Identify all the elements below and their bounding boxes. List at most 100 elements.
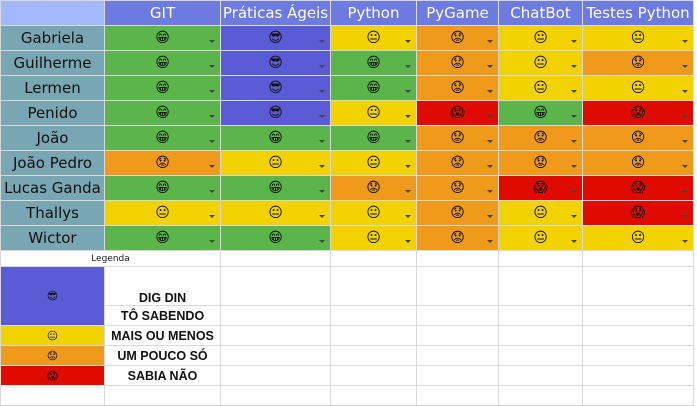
- empty-cell[interactable]: [416, 345, 499, 366]
- skill-cell[interactable]: 😁: [330, 75, 417, 101]
- skill-cell[interactable]: 😟: [416, 25, 499, 51]
- skill-cell[interactable]: 😐: [498, 200, 583, 226]
- skill-cell[interactable]: 😁: [498, 100, 583, 126]
- dropdown-caret-icon[interactable]: [571, 215, 577, 218]
- empty-cell[interactable]: [416, 305, 499, 326]
- skill-cell[interactable]: 😁: [220, 175, 331, 201]
- empty-cell[interactable]: [582, 250, 694, 267]
- dropdown-caret-icon[interactable]: [571, 65, 577, 68]
- dropdown-caret-icon[interactable]: [487, 140, 493, 143]
- column-header-chatbot[interactable]: ChatBot: [498, 0, 583, 26]
- dropdown-caret-icon[interactable]: [319, 65, 325, 68]
- empty-cell[interactable]: [220, 385, 331, 406]
- dropdown-caret-icon[interactable]: [319, 215, 325, 218]
- skill-cell[interactable]: 😟: [416, 50, 499, 76]
- skill-cell[interactable]: 😟: [104, 150, 221, 176]
- student-name-joao-pedro[interactable]: João Pedro: [0, 150, 105, 176]
- dropdown-caret-icon[interactable]: [487, 40, 493, 43]
- dropdown-caret-icon[interactable]: [319, 115, 325, 118]
- empty-cell[interactable]: [220, 325, 331, 346]
- empty-cell[interactable]: [498, 250, 583, 267]
- skill-cell[interactable]: 😱: [582, 200, 694, 226]
- student-name-lucas-ganda[interactable]: Lucas Ganda: [0, 175, 105, 201]
- dropdown-caret-icon[interactable]: [405, 90, 411, 93]
- skill-cell[interactable]: 😁: [330, 50, 417, 76]
- empty-cell[interactable]: [582, 305, 694, 326]
- skill-cell[interactable]: 😐: [104, 200, 221, 226]
- skill-cell[interactable]: 😐: [330, 100, 417, 126]
- empty-cell[interactable]: [582, 385, 694, 406]
- skill-cell[interactable]: 😐: [330, 200, 417, 226]
- dropdown-caret-icon[interactable]: [209, 115, 215, 118]
- skill-cell[interactable]: 😁: [104, 75, 221, 101]
- empty-cell[interactable]: [220, 250, 331, 267]
- empty-cell[interactable]: [582, 266, 694, 306]
- dropdown-caret-icon[interactable]: [319, 90, 325, 93]
- skill-cell[interactable]: 😁: [104, 25, 221, 51]
- dropdown-caret-icon[interactable]: [571, 115, 577, 118]
- dropdown-caret-icon[interactable]: [209, 190, 215, 193]
- dropdown-caret-icon[interactable]: [209, 215, 215, 218]
- legend-swatch-um-pouco-so[interactable]: 😟: [0, 345, 105, 366]
- dropdown-caret-icon[interactable]: [487, 165, 493, 168]
- empty-cell[interactable]: [220, 365, 331, 386]
- empty-cell[interactable]: [330, 266, 417, 306]
- dropdown-caret-icon[interactable]: [209, 40, 215, 43]
- empty-cell[interactable]: [582, 345, 694, 366]
- dropdown-caret-icon[interactable]: [682, 140, 688, 143]
- dropdown-caret-icon[interactable]: [682, 90, 688, 93]
- skill-cell[interactable]: 😟: [416, 175, 499, 201]
- skill-cell[interactable]: 😐: [498, 75, 583, 101]
- dropdown-caret-icon[interactable]: [319, 165, 325, 168]
- skill-cell[interactable]: 😟: [330, 175, 417, 201]
- empty-cell[interactable]: [330, 345, 417, 366]
- skill-cell[interactable]: 😟: [416, 75, 499, 101]
- empty-cell[interactable]: [330, 305, 417, 326]
- legend-swatch-cell[interactable]: [0, 385, 105, 406]
- empty-cell[interactable]: [582, 365, 694, 386]
- student-name-wictor[interactable]: Wictor: [0, 225, 105, 251]
- legend-label-um-pouco-so[interactable]: UM POUCO SÓ: [104, 345, 221, 366]
- legend-label-cell[interactable]: [104, 385, 221, 406]
- empty-cell[interactable]: [582, 325, 694, 346]
- skill-cell[interactable]: 😐: [330, 150, 417, 176]
- legend-label-mais-ou-menos[interactable]: MAIS OU MENOS: [104, 325, 221, 346]
- skill-cell[interactable]: 😎: [220, 75, 331, 101]
- empty-cell[interactable]: [416, 250, 499, 267]
- empty-cell[interactable]: [330, 325, 417, 346]
- empty-cell[interactable]: [220, 345, 331, 366]
- dropdown-caret-icon[interactable]: [319, 190, 325, 193]
- skill-cell[interactable]: 😐: [582, 225, 694, 251]
- empty-cell[interactable]: [416, 365, 499, 386]
- empty-cell[interactable]: [330, 365, 417, 386]
- dropdown-caret-icon[interactable]: [571, 90, 577, 93]
- dropdown-caret-icon[interactable]: [571, 190, 577, 193]
- empty-cell[interactable]: [498, 325, 583, 346]
- skill-cell[interactable]: 😱: [498, 175, 583, 201]
- skill-cell[interactable]: 😐: [330, 225, 417, 251]
- legend-label-sabia-nao[interactable]: SABIA NÃO: [104, 365, 221, 386]
- dropdown-caret-icon[interactable]: [405, 140, 411, 143]
- dropdown-caret-icon[interactable]: [405, 165, 411, 168]
- column-header-testes-python[interactable]: Testes Python: [582, 0, 694, 26]
- dropdown-caret-icon[interactable]: [209, 165, 215, 168]
- dropdown-caret-icon[interactable]: [682, 165, 688, 168]
- empty-cell[interactable]: [416, 266, 499, 306]
- dropdown-caret-icon[interactable]: [487, 65, 493, 68]
- dropdown-caret-icon[interactable]: [487, 215, 493, 218]
- skill-cell[interactable]: 😟: [416, 125, 499, 151]
- dropdown-caret-icon[interactable]: [319, 240, 325, 243]
- skill-cell[interactable]: 😐: [220, 150, 331, 176]
- empty-cell[interactable]: [330, 250, 417, 267]
- skill-cell[interactable]: 😐: [498, 50, 583, 76]
- skill-cell[interactable]: 😁: [220, 125, 331, 151]
- skill-cell[interactable]: 😐: [330, 25, 417, 51]
- empty-cell[interactable]: [220, 305, 331, 326]
- legend-swatch-sabia-nao[interactable]: 😱: [0, 365, 105, 386]
- dropdown-caret-icon[interactable]: [682, 215, 688, 218]
- dropdown-caret-icon[interactable]: [682, 190, 688, 193]
- skill-cell[interactable]: 😁: [104, 225, 221, 251]
- skill-cell[interactable]: 😎: [220, 100, 331, 126]
- dropdown-caret-icon[interactable]: [209, 140, 215, 143]
- skill-cell[interactable]: 😱: [416, 100, 499, 126]
